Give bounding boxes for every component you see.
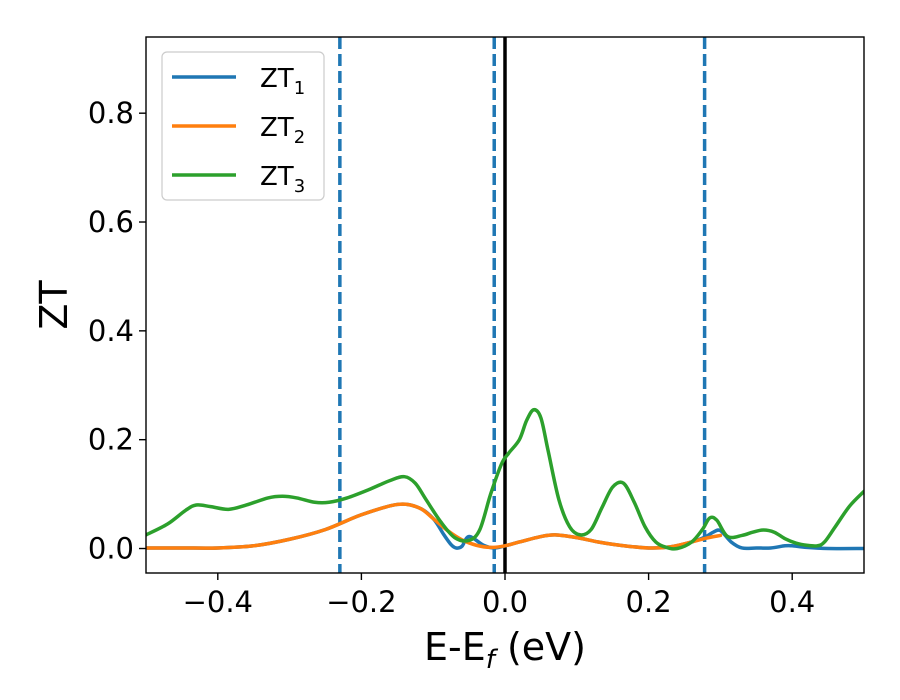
series-line-zt2 — [146, 502, 723, 550]
x-axis-label-main: E-E — [424, 625, 486, 669]
legend-label-zt1: ZT1 — [260, 64, 305, 99]
legend-box — [161, 51, 325, 201]
y-tick-label: 0.2 — [88, 423, 134, 457]
y-axis-label: ZT — [32, 280, 76, 330]
series-lines — [146, 407, 864, 551]
y-tick-label: 0.4 — [88, 314, 134, 348]
y-axis-ticks: 0.0 0.2 0.4 0.6 0.8 — [88, 96, 146, 566]
series-line-zt3 — [146, 407, 864, 551]
legend-label-zt3: ZT3 — [260, 162, 305, 197]
y-tick-label: 0.8 — [88, 96, 134, 130]
x-tick-label: −0.4 — [183, 585, 253, 619]
x-tick-label: 0.2 — [626, 585, 672, 619]
legend-label-zt2: ZT2 — [260, 113, 305, 148]
y-tick-label: 0.6 — [88, 205, 134, 239]
y-tick-label: 0.0 — [88, 532, 134, 566]
x-tick-label: 0.0 — [482, 585, 528, 619]
x-tick-label: 0.4 — [769, 585, 815, 619]
legend: ZT1 ZT2 ZT3 — [161, 51, 325, 201]
x-axis-label-unit: (eV) — [495, 625, 586, 669]
x-tick-label: −0.2 — [326, 585, 396, 619]
x-axis-label: E-Ef (eV) — [424, 625, 586, 675]
x-axis-ticks: −0.4 −0.2 0.0 0.2 0.4 — [183, 573, 815, 619]
